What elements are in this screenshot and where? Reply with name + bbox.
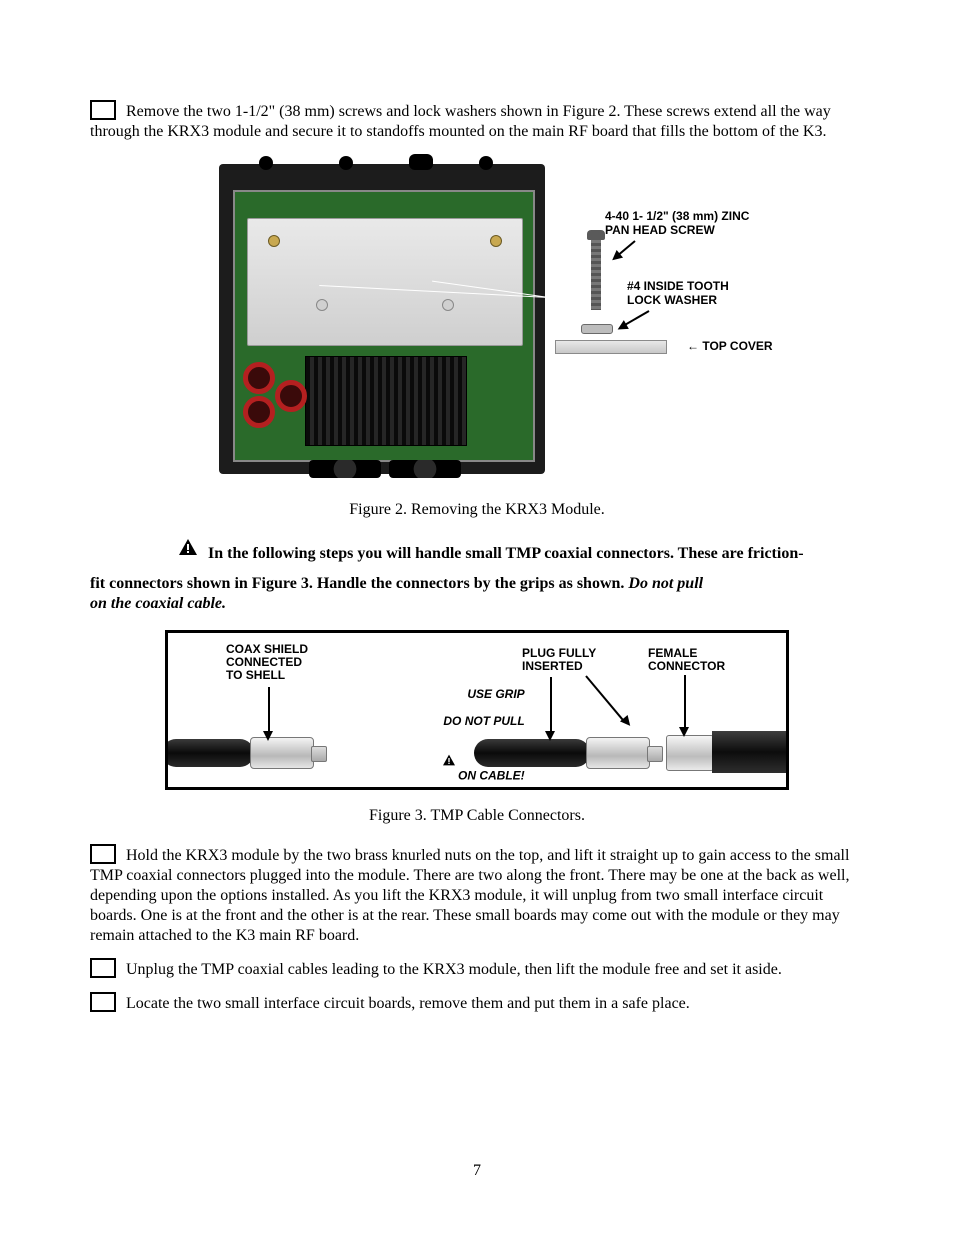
arrow-line bbox=[585, 675, 624, 721]
fan-icon bbox=[309, 460, 381, 478]
grip-line1: USE GRIP bbox=[467, 687, 524, 701]
warning-paragraph: In the following steps you will handle s… bbox=[178, 538, 864, 564]
label-coax-shield: COAX SHIELD CONNECTED TO SHELL bbox=[226, 643, 308, 683]
warning-icon bbox=[409, 741, 456, 783]
warning-text-2: fit connectors shown in Figure 3. Handle… bbox=[90, 575, 628, 592]
step-1-text: Remove the two 1-1/2" (38 mm) screws and… bbox=[90, 103, 831, 140]
knob-icon bbox=[479, 156, 493, 170]
warning-text-3-italic: on the coaxial cable. bbox=[90, 595, 226, 612]
figure-3-illustration: COAX SHIELD CONNECTED TO SHELL USE GRIP … bbox=[165, 630, 789, 790]
label-topcover: ← TOP COVER bbox=[687, 340, 773, 354]
heatsink bbox=[305, 356, 467, 446]
step-3-text: Unplug the TMP coaxial cables leading to… bbox=[126, 961, 782, 978]
label-female: FEMALE CONNECTOR bbox=[648, 647, 725, 673]
fan-icon bbox=[389, 460, 461, 478]
label-topcover-text: TOP COVER bbox=[702, 339, 772, 353]
lock-washer-illustration bbox=[581, 324, 613, 334]
warning-text-2-italic: Do not pull bbox=[628, 575, 703, 592]
plug-left bbox=[250, 737, 314, 769]
screw-hole-icon bbox=[442, 299, 454, 311]
warning-text-1: In the following steps you will handle s… bbox=[208, 545, 804, 562]
checkbox-icon bbox=[90, 992, 116, 1012]
brass-nut-icon bbox=[268, 235, 280, 247]
checkbox-icon bbox=[90, 100, 116, 120]
label-screw: 4-40 1- 1/2" (38 mm) ZINC PAN HEAD SCREW bbox=[605, 210, 749, 238]
page-number: 7 bbox=[0, 1161, 954, 1181]
grip-line3: ON CABLE! bbox=[458, 769, 525, 783]
shield-plate bbox=[247, 218, 523, 346]
instruction-step-4: Locate the two small interface circuit b… bbox=[90, 992, 864, 1014]
instruction-step-1: Remove the two 1-1/2" (38 mm) screws and… bbox=[90, 100, 864, 142]
arrow-head-icon bbox=[679, 727, 689, 737]
step-4-text: Locate the two small interface circuit b… bbox=[126, 995, 690, 1012]
arrow-left-icon: ← bbox=[687, 339, 699, 353]
figure-3-caption: Figure 3. TMP Cable Connectors. bbox=[90, 806, 864, 826]
label-plug-inserted: PLUG FULLY INSERTED bbox=[522, 647, 596, 673]
knob-icon bbox=[409, 154, 433, 170]
warning-paragraph-cont: fit connectors shown in Figure 3. Handle… bbox=[90, 574, 864, 614]
screw-hole-icon bbox=[316, 299, 328, 311]
label-use-grip: USE GRIP DO NOT PULL ON CABLE! bbox=[382, 675, 525, 790]
arrow-line bbox=[684, 675, 686, 731]
plug-right bbox=[586, 737, 650, 769]
arrow-head-icon bbox=[545, 731, 555, 741]
top-cover-illustration bbox=[555, 340, 667, 354]
cable-right-out bbox=[712, 731, 789, 773]
instruction-step-2: Hold the KRX3 module by the two brass kn… bbox=[90, 844, 864, 946]
brass-nut-icon bbox=[490, 235, 502, 247]
instruction-step-3: Unplug the TMP coaxial cables leading to… bbox=[90, 958, 864, 980]
screw-head bbox=[587, 230, 605, 240]
figure-3: COAX SHIELD CONNECTED TO SHELL USE GRIP … bbox=[90, 630, 864, 796]
screw-shaft bbox=[591, 240, 601, 310]
checkbox-icon bbox=[90, 958, 116, 978]
pcb-area bbox=[233, 190, 535, 462]
toroid-icon bbox=[243, 396, 275, 428]
female-connector bbox=[666, 735, 714, 771]
grip-line2: DO NOT PULL bbox=[443, 714, 524, 728]
checkbox-icon bbox=[90, 844, 116, 864]
warning-icon bbox=[178, 538, 198, 562]
device-chassis bbox=[219, 164, 545, 474]
knob-icon bbox=[259, 156, 273, 170]
screw-illustration bbox=[589, 230, 603, 324]
toroid-icon bbox=[243, 362, 275, 394]
figure-2-illustration: 4-40 1- 1/2" (38 mm) ZINC PAN HEAD SCREW… bbox=[219, 154, 735, 484]
figure-2: 4-40 1- 1/2" (38 mm) ZINC PAN HEAD SCREW… bbox=[90, 154, 864, 490]
figure-2-caption: Figure 2. Removing the KRX3 Module. bbox=[90, 500, 864, 520]
arrow-line bbox=[268, 687, 270, 735]
arrow-head-icon bbox=[263, 731, 273, 741]
arrow-line bbox=[550, 677, 552, 735]
cable-left bbox=[165, 739, 254, 767]
document-page: Remove the two 1-1/2" (38 mm) screws and… bbox=[0, 0, 954, 1235]
toroid-icon bbox=[275, 380, 307, 412]
step-2-text: Hold the KRX3 module by the two brass kn… bbox=[90, 847, 849, 944]
label-washer: #4 INSIDE TOOTH LOCK WASHER bbox=[627, 280, 729, 308]
knob-icon bbox=[339, 156, 353, 170]
